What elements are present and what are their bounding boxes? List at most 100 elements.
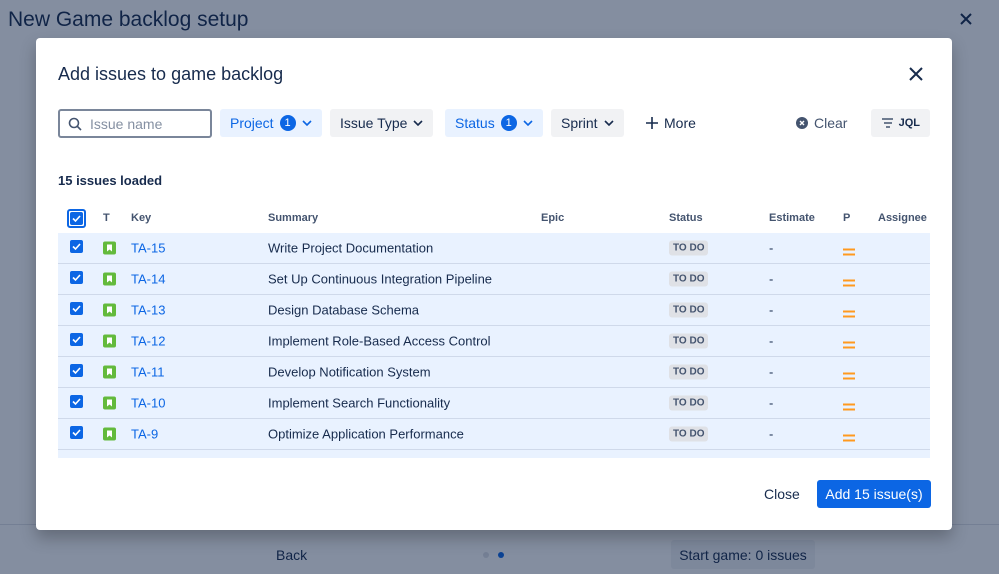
priority-icon [843,306,855,318]
priority-icon [843,337,855,349]
issue-status: TO DO [669,426,709,442]
priority-icon [843,368,855,380]
close-button[interactable]: Close [764,486,800,502]
issues-count: 15 issues loaded [58,173,163,188]
modal-close-icon[interactable] [909,67,923,81]
issue-summary: Develop Notification System [268,364,431,380]
issue-row[interactable]: TA-11 Develop Notification System TO DO - [58,357,930,388]
issue-key[interactable]: TA-10 [131,395,166,411]
issue-status: TO DO [669,395,709,411]
label: Sprint [561,115,598,131]
issue-key[interactable]: TA-12 [131,333,166,349]
checkbox [70,271,83,284]
issue-key[interactable]: TA-15 [131,240,166,256]
chevron [302,120,312,126]
column-header: T [103,212,110,224]
badge: 1 [279,115,296,131]
story-icon [103,303,116,317]
clear-button[interactable]: Clear [786,109,857,137]
select-all-checkbox[interactable] [67,209,86,228]
label: Issue Type [340,115,408,131]
row-checkbox[interactable] [70,395,83,411]
issue-row[interactable]: TA-12 Implement Role-Based Access Control… [58,326,930,357]
label: JQL [898,117,920,129]
row-checkbox[interactable] [70,426,83,442]
issue-row[interactable]: TA-10 Implement Search Functionality TO DO… [58,388,930,419]
issue-row[interactable]: TA-14 Set Up Continuous Integration Pipel… [58,264,930,295]
issue-estimate: - [769,426,774,442]
priority-icon [843,275,855,287]
badge: 1 [500,115,517,131]
issue-estimate: - [769,271,774,287]
jql-button[interactable]: JQL [871,109,930,137]
issue-key[interactable]: TA-11 [131,364,165,380]
checkbox [70,395,83,408]
label: More [664,115,696,131]
issue-type-icon [103,303,116,317]
issue-status: TO DO [669,271,709,287]
modal: Add issues to game backlog Issue name Pr… [36,38,952,530]
issue-status: TO DO [669,240,709,256]
priority-icon [843,244,855,256]
issue-summary: Optimize Application Performance [268,426,464,442]
row-checkbox[interactable] [70,240,83,256]
medium-priority [843,341,855,349]
medium-priority [843,403,855,411]
medium-priority [843,372,855,380]
checkbox [70,364,83,377]
row-checkbox[interactable] [70,302,83,318]
issue-type-icon [103,272,116,286]
issue-key[interactable]: TA-13 [131,302,166,318]
issue-row[interactable]: TA-9 Optimize Application Performance TO D… [58,419,930,450]
issue-status: TO DO [669,333,709,349]
story-icon [103,272,116,286]
sprint-filter[interactable]: Sprint [551,109,624,137]
story-icon [103,427,116,441]
issue-row[interactable]: TA-13 Design Database Schema TO DO - [58,295,930,326]
status-filter[interactable]: Status 1 [445,109,543,137]
checkbox [70,426,83,439]
checkbox [70,240,83,253]
more-filter[interactable]: More [636,109,706,137]
story-icon [103,334,116,348]
search-placeholder: Issue name [90,115,163,132]
issue-summary: Implement Search Functionality [268,395,451,411]
issue-row[interactable] [58,450,930,458]
issue-estimate: - [769,333,774,349]
column-header: Estimate [769,212,815,224]
medium-priority [843,434,855,442]
issue-type-icon [103,334,116,348]
checkbox [70,212,83,225]
issue-key[interactable]: TA-9 [131,426,159,442]
issue-type-filter[interactable]: Issue Type [330,109,434,137]
row-checkbox[interactable] [70,333,83,349]
filter-icon [882,118,893,128]
row-checkbox[interactable] [70,271,83,287]
issue-status: TO DO [669,364,709,380]
issue-type-icon [103,365,116,379]
add-button[interactable]: Add 15 issue(s) [817,480,931,508]
priority-icon [843,399,855,411]
issue-estimate: - [769,395,774,411]
modal-title: Add issues to game backlog [58,64,284,84]
column-header: Summary [268,212,319,224]
medium-priority [843,279,855,287]
column-header: P [843,212,851,224]
plus [646,117,658,129]
issue-summary: Write Project Documentation [268,240,434,256]
project-filter[interactable]: Project 1 [220,109,322,137]
column-header: Epic [541,212,565,224]
story-icon [103,241,116,255]
chevron [604,120,614,126]
row-checkbox[interactable] [70,364,83,380]
checkbox [70,302,83,315]
search-input[interactable]: Issue name [58,109,212,138]
clear-icon [796,117,808,129]
issue-type-icon [103,396,116,410]
issue-row[interactable]: TA-15 Write Project Documentation TO DO - [58,233,930,264]
column-header: Status [669,212,703,224]
issue-estimate: - [769,364,774,380]
column-header: Assignee [878,212,927,224]
issue-key[interactable]: TA-14 [131,271,166,287]
